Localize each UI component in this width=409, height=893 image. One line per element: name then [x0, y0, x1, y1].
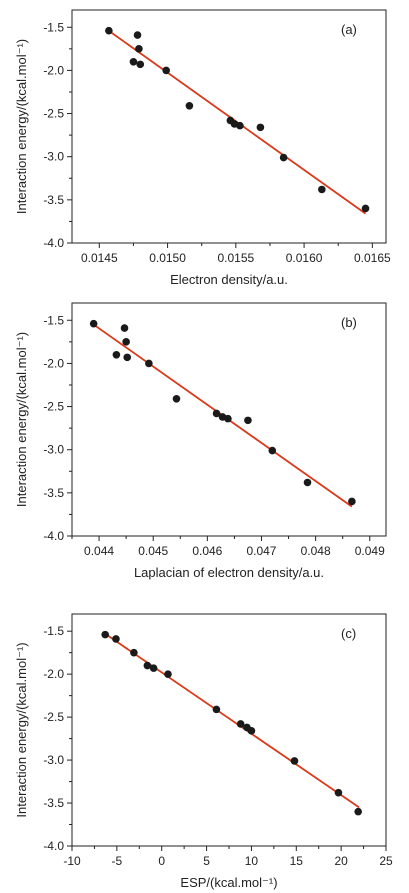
x-axis-label: Laplacian of electron density/a.u. [134, 565, 324, 580]
panel-label: (b) [341, 315, 357, 330]
data-point [112, 635, 120, 643]
data-point [303, 478, 312, 487]
y-tick-label: -3.5 [43, 796, 64, 810]
data-point [279, 153, 288, 162]
data-point [172, 394, 181, 403]
y-tick-label: -2.0 [43, 63, 64, 77]
y-tick-label: -2.5 [43, 710, 64, 724]
y-tick-label: -3.0 [43, 443, 64, 457]
data-point [133, 31, 142, 39]
plot-frame [71, 9, 387, 244]
y-tick-label: -2.5 [43, 107, 64, 121]
fit-line [104, 633, 360, 809]
data-point [145, 359, 153, 368]
data-point [164, 670, 172, 678]
plot-frame [71, 302, 387, 537]
y-tick-label: -3.5 [43, 486, 64, 500]
y-tick-label: -2.0 [43, 667, 64, 681]
data-point [105, 26, 113, 35]
x-tick-label: 25 [379, 854, 393, 868]
x-tick-label: 0.049 [355, 544, 385, 558]
data-point [123, 353, 132, 362]
y-tick-label: -4.0 [43, 236, 64, 250]
y-axis-label: Interaction energy/(kcal.mol⁻¹) [14, 642, 29, 817]
x-tick-label: 20 [334, 854, 348, 868]
x-tick-label: 0.0165 [354, 251, 391, 265]
x-tick-label: 15 [290, 854, 304, 868]
y-tick-label: -3.0 [43, 753, 64, 767]
x-tick-label: 0.0150 [149, 251, 186, 265]
data-point [101, 630, 109, 639]
data-point [256, 123, 265, 132]
data-point [162, 66, 170, 75]
data-point [122, 338, 130, 346]
x-tick-label: 0.045 [138, 544, 168, 558]
x-tick-label: 0.0145 [81, 251, 118, 265]
y-tick-label: -2.0 [43, 356, 64, 370]
panel-label: (c) [341, 626, 356, 641]
plot-frame [71, 613, 387, 847]
data-point [247, 727, 256, 735]
data-point [149, 664, 158, 672]
data-point [268, 446, 277, 455]
data-point [143, 661, 152, 670]
data-point [244, 416, 252, 425]
chart-panel-2: 0.044 0.045 0.046 0.047 0.048 0.049 -1.5 -2.0 -2… [14, 302, 387, 580]
data-point [185, 101, 194, 110]
data-point [348, 497, 356, 506]
data-point [361, 204, 370, 213]
data-point [224, 414, 232, 423]
x-tick-label: 0.044 [84, 544, 114, 558]
x-tick-label: -10 [63, 854, 81, 868]
y-tick-label: -4.0 [43, 839, 64, 853]
x-tick-label: -5 [112, 854, 123, 868]
data-point [236, 121, 244, 130]
y-tick-label: -2.5 [43, 400, 64, 414]
data-point [318, 185, 326, 194]
y-tick-label: -1.5 [43, 20, 64, 34]
data-point [120, 324, 129, 332]
data-point [290, 757, 299, 765]
x-axis-label: ESP/(kcal.mol⁻¹) [180, 875, 277, 890]
x-tick-label: 10 [245, 854, 259, 868]
chart-panel-3: -10 -5 0 5 10 15 20 25 -1.5 -2.0 -2.5 -3.0 -3.5 -4.0 E… [14, 613, 393, 890]
data-point [354, 807, 362, 816]
x-axis-label: Electron density/a.u. [170, 272, 288, 287]
y-axis-label: Interaction energy/(kcal.mol⁻¹) [14, 39, 29, 214]
data-point [136, 60, 145, 69]
data-point [89, 319, 98, 328]
data-point [129, 57, 138, 66]
x-tick-label: 0.048 [301, 544, 331, 558]
x-tick-label: 0.0155 [217, 251, 254, 265]
data-point [130, 648, 138, 657]
data-point [112, 350, 121, 359]
y-tick-label: -3.5 [43, 193, 64, 207]
y-tick-label: -3.0 [43, 150, 64, 164]
x-tick-label: 0 [158, 854, 165, 868]
x-tick-label: 0.047 [246, 544, 276, 558]
chart-panel-1: 0.0145 0.0150 0.0155 0.0160 0.0165 -1.5 -2.0 -2… [14, 9, 391, 287]
y-tick-label: -4.0 [43, 529, 64, 543]
data-point [334, 788, 343, 797]
data-point [212, 409, 221, 418]
y-axis-label: Interaction energy/(kcal.mol⁻¹) [14, 332, 29, 507]
y-tick-label: -1.5 [43, 313, 64, 327]
x-tick-label: 5 [203, 854, 210, 868]
x-tick-label: 0.046 [192, 544, 222, 558]
data-point [135, 45, 143, 53]
data-point [212, 705, 221, 714]
data-point [236, 720, 245, 728]
x-tick-label: 0.0160 [286, 251, 323, 265]
panel-label: (a) [341, 22, 357, 37]
y-tick-label: -1.5 [43, 624, 64, 638]
